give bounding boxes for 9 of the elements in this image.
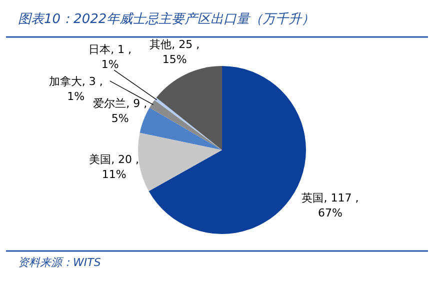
pie-slice [140,108,222,150]
slice-label: 美国, 20 , 11% [89,153,140,182]
text: 资料来源：WITS [18,256,101,269]
slice-label: 其他, 25 , 15% [150,38,200,66]
slice-label: 日本, 1 , 1% [88,43,132,72]
slice-label: 英国, 117 , 67% [302,192,359,220]
chart-title: 图表10：2022年威士忌主要产区出口量（万千升） [18,11,315,27]
pie-slice [156,66,222,150]
pie-slice [138,132,222,192]
